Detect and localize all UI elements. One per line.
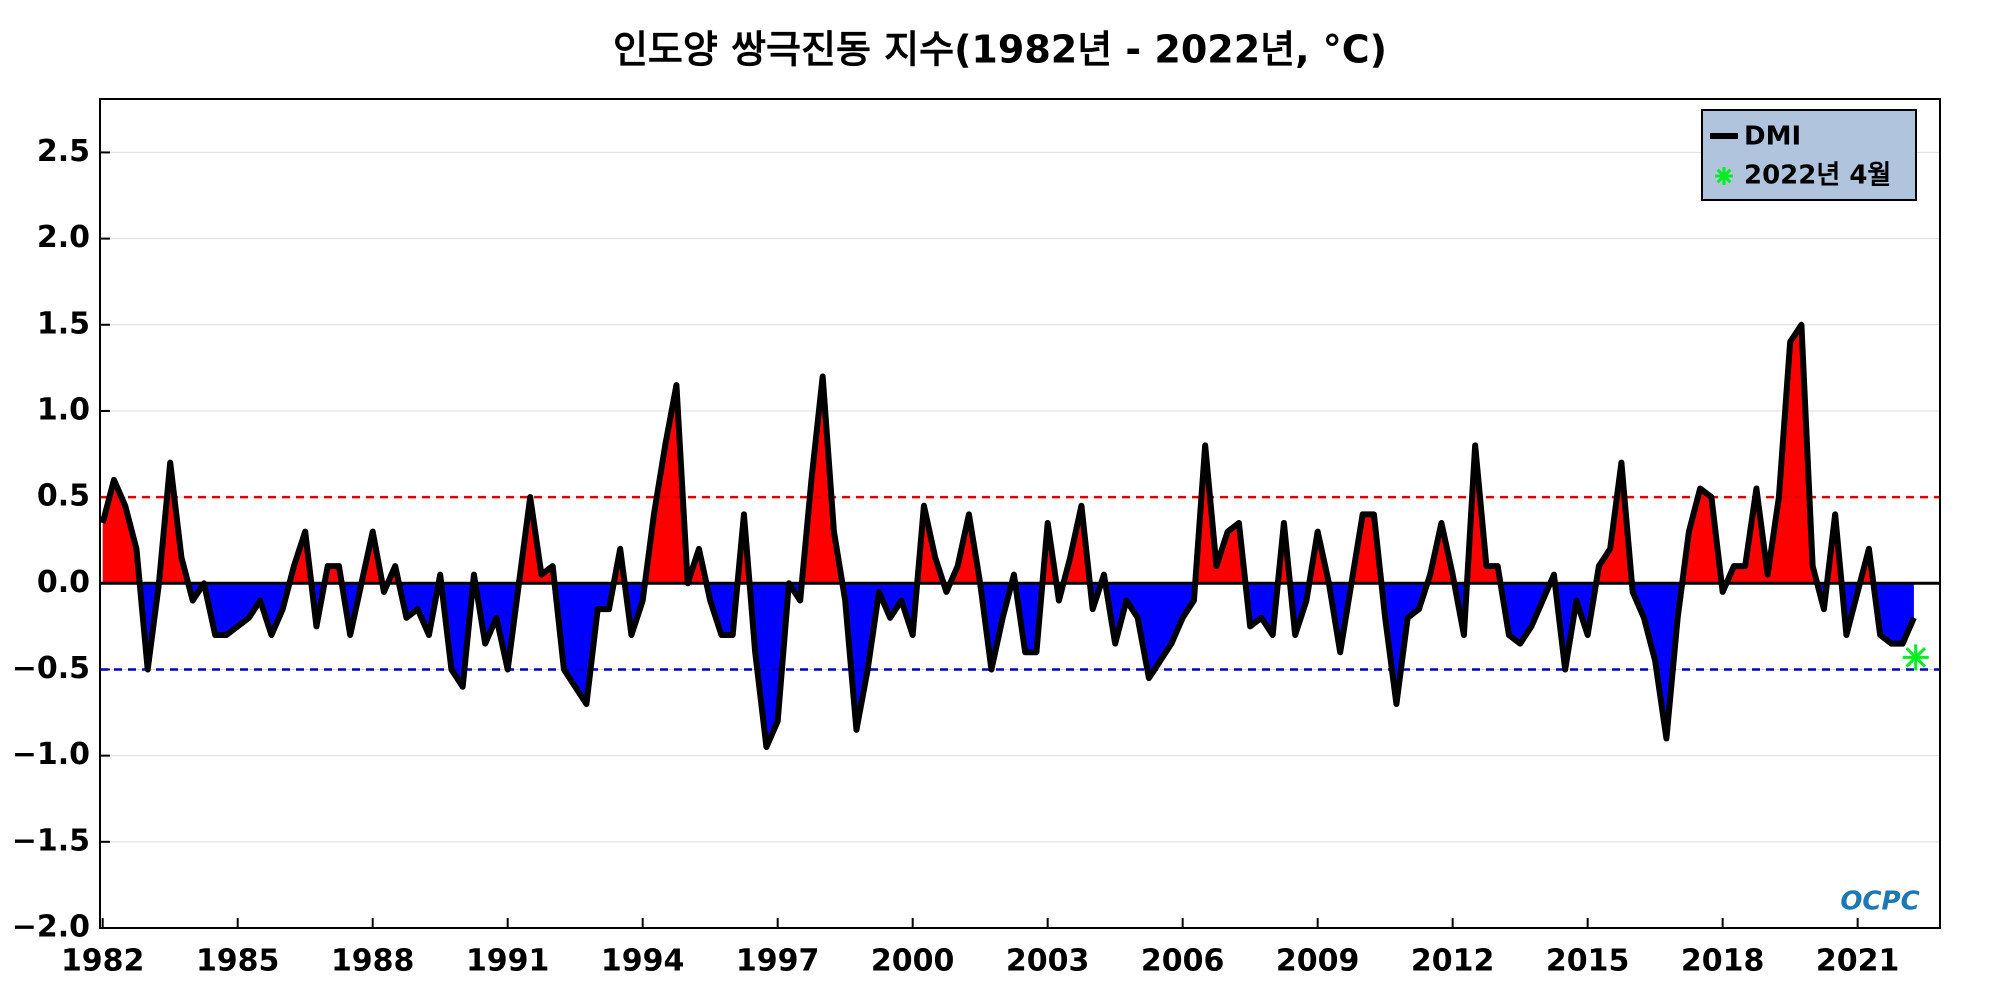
x-tick-label: 2018: [1681, 944, 1765, 979]
area-negative: [139, 583, 1914, 748]
legend-label: 2022년 4월: [1744, 161, 1891, 191]
x-tick-label: 2003: [1006, 944, 1090, 979]
x-tick-label: 1991: [466, 944, 550, 979]
highlight-marker: [1902, 644, 1929, 671]
x-tick-label: 2015: [1546, 944, 1630, 979]
x-tick-label: 1997: [736, 944, 820, 979]
chart-title: 인도양 쌍극진동 지수(1982년 - 2022년, °C): [613, 28, 1387, 72]
x-tick-label: 1985: [196, 944, 280, 979]
x-tick-label: 2006: [1141, 944, 1225, 979]
x-tick-label: 2009: [1276, 944, 1360, 979]
y-tick-label: 1.0: [37, 392, 90, 427]
y-tick-label: 1.5: [37, 306, 90, 341]
x-tick-label: 2021: [1816, 944, 1900, 979]
x-tick-label: 1988: [331, 944, 415, 979]
y-tick-label: 0.5: [37, 479, 90, 514]
logo: OCPC: [1840, 887, 1919, 917]
legend-label: DMI: [1744, 122, 1801, 152]
y-tick-label: 2.5: [37, 134, 90, 169]
legend-box: [1701, 109, 1917, 201]
x-tick-label: 1982: [61, 944, 145, 979]
series-line: [99, 321, 1917, 751]
y-tick-label: −0.5: [12, 651, 90, 686]
y-tick-label: −2.0: [12, 910, 90, 945]
x-tick-label: 2000: [871, 944, 955, 979]
y-tick-label: 0.0: [37, 565, 90, 600]
y-tick-label: −1.0: [12, 737, 90, 772]
x-tick-label: 1994: [601, 944, 685, 979]
y-tick-label: −1.5: [12, 823, 90, 858]
y-tick-label: 2.0: [37, 220, 90, 255]
plot-border: [99, 98, 1941, 929]
legend-marker: [1715, 167, 1733, 185]
x-tick-label: 2012: [1411, 944, 1495, 979]
